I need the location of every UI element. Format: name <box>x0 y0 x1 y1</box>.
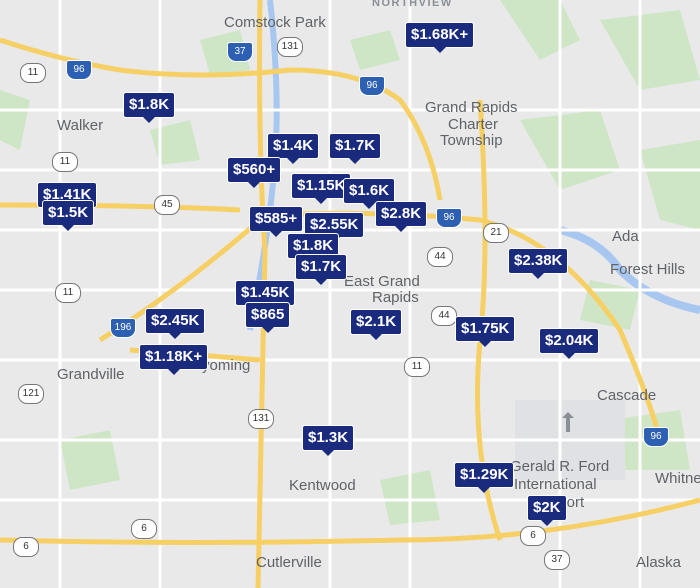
place-label: Comstock Park <box>224 14 326 31</box>
price-marker[interactable]: $1.4K <box>267 133 320 164</box>
road-shield: 96 <box>359 76 385 96</box>
price-marker[interactable]: $1.68K+ <box>405 22 475 53</box>
road-shield: 37 <box>227 42 253 62</box>
place-label: Charter <box>448 116 499 133</box>
road-shield: 6 <box>520 526 546 546</box>
place-label: NORTHVIEW <box>372 0 453 9</box>
road-shield: 21 <box>483 223 509 243</box>
road-shield: 44 <box>427 247 453 267</box>
price-marker[interactable]: $2.1K <box>350 309 403 340</box>
road-shield: 45 <box>154 195 180 215</box>
price-marker[interactable]: $2.45K <box>145 308 206 339</box>
price-marker[interactable]: $1.6K <box>343 178 396 209</box>
price-marker[interactable]: $2K <box>527 495 567 526</box>
place-label: Grandville <box>57 366 125 383</box>
road-shield: 11 <box>55 283 81 303</box>
price-marker[interactable]: $1.75K <box>455 316 516 347</box>
road-shield: 44 <box>431 306 457 326</box>
price-marker[interactable]: $2.38K <box>508 248 569 279</box>
price-marker[interactable]: $585+ <box>249 206 304 237</box>
road-shield: 131 <box>248 409 274 429</box>
price-marker[interactable]: $1.15K <box>291 173 352 204</box>
place-label: Cascade <box>597 387 657 404</box>
road-shield: 96 <box>436 208 462 228</box>
road-shield: 131 <box>277 37 303 57</box>
place-label: Whitney <box>655 470 700 487</box>
place-label: Township <box>440 132 503 149</box>
place-label: Alaska <box>636 554 682 571</box>
price-marker[interactable]: $1.45K <box>235 280 296 311</box>
place-label: East Grand <box>344 273 420 290</box>
price-marker[interactable]: $2.04K <box>539 328 600 359</box>
place-label: Kentwood <box>289 477 356 494</box>
price-marker[interactable]: $1.7K <box>329 133 382 164</box>
place-label: Cutlerville <box>256 554 322 571</box>
price-marker[interactable]: $2.8K <box>375 201 428 232</box>
road-shield: 11 <box>404 357 430 377</box>
price-marker[interactable]: $1.3K <box>302 425 355 456</box>
road-shield: 96 <box>643 427 669 447</box>
road-shield: 96 <box>66 60 92 80</box>
place-label: International <box>514 476 597 493</box>
place-label: Ada <box>612 228 639 245</box>
price-marker[interactable]: $560+ <box>227 157 282 188</box>
price-marker[interactable]: $1.5K <box>42 200 95 231</box>
road-shield: 196 <box>110 318 136 338</box>
price-marker[interactable]: $865 <box>245 302 291 333</box>
road-shield: 6 <box>131 519 157 539</box>
place-label: Walker <box>57 117 104 134</box>
price-marker[interactable]: $1.7K <box>295 254 348 285</box>
road-shield: 11 <box>20 63 46 83</box>
place-label: Gerald R. Ford <box>510 458 610 475</box>
price-marker[interactable]: $1.29K <box>454 462 515 493</box>
place-label: Grand Rapids <box>425 99 518 116</box>
place-label: Forest Hills <box>610 261 686 278</box>
road-shield: 121 <box>18 384 44 404</box>
road-shield: 11 <box>52 152 78 172</box>
road-shield: 37 <box>544 550 570 570</box>
road-shield: 6 <box>13 537 39 557</box>
price-marker[interactable]: $1.8K <box>123 92 176 123</box>
price-marker[interactable]: $1.18K+ <box>139 344 209 375</box>
place-label: Rapids <box>372 289 419 306</box>
